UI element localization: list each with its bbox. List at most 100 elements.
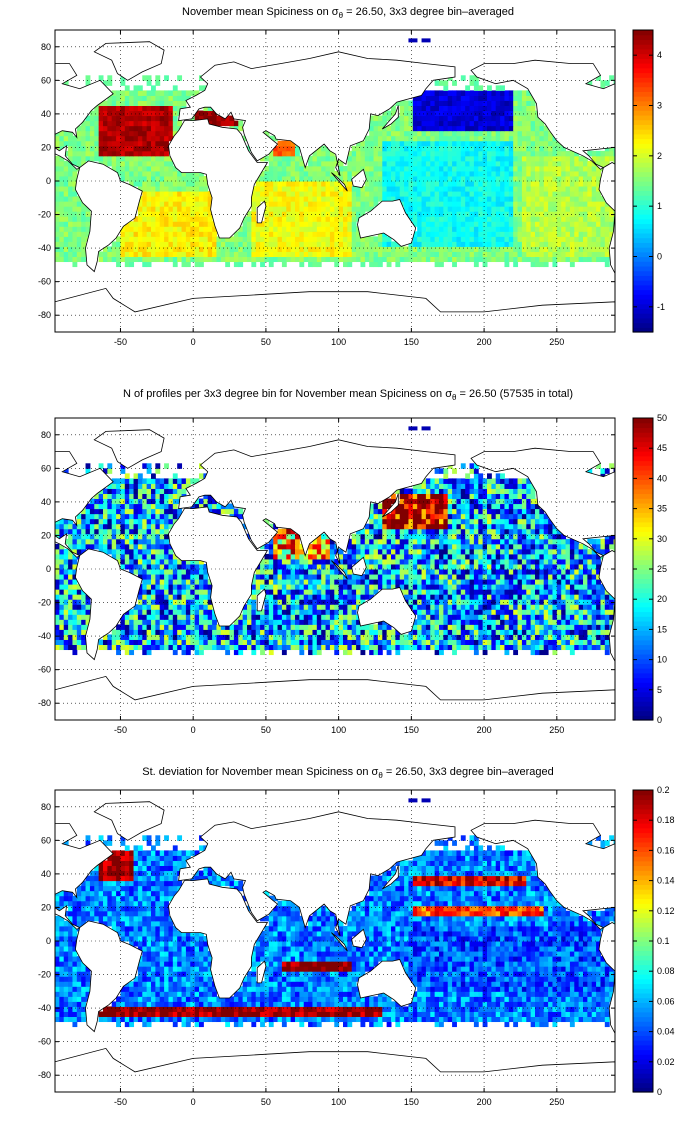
- heatmap-cell: [81, 251, 87, 257]
- heatmap-cell: [334, 216, 340, 222]
- heatmap-cell: [194, 231, 200, 237]
- heatmap-cell: [578, 639, 584, 645]
- heatmap-cell: [177, 589, 183, 595]
- heatmap-cell: [334, 604, 340, 610]
- heatmap-cell: [194, 216, 200, 222]
- heatmap-cell: [199, 170, 204, 177]
- heatmap-cell: [583, 594, 588, 600]
- heatmap-cell: [521, 634, 527, 640]
- heatmap-cell: [268, 619, 274, 625]
- heatmap-cell: [120, 170, 126, 177]
- coastline: [55, 287, 615, 332]
- heatmap-cell: [133, 614, 139, 620]
- heatmap-cell: [417, 150, 423, 157]
- heatmap-cell: [81, 226, 87, 232]
- heatmap-cell: [360, 186, 366, 192]
- heatmap-cell: [377, 236, 383, 242]
- heatmap-cell: [264, 629, 270, 635]
- heatmap-cell: [107, 125, 113, 132]
- heatmap-cell: [391, 105, 396, 112]
- heatmap-cell: [473, 256, 479, 263]
- heatmap-cell: [425, 634, 431, 640]
- heatmap-cell: [500, 634, 505, 640]
- heatmap-cell: [399, 634, 405, 640]
- heatmap-cell: [430, 105, 436, 112]
- heatmap-cell: [596, 170, 601, 177]
- heatmap-cell: [526, 216, 532, 222]
- heatmap-cell: [356, 196, 361, 202]
- heatmap-cell: [321, 644, 327, 651]
- heatmap-cell: [295, 246, 300, 252]
- heatmap-cell: [596, 186, 601, 192]
- heatmap-cell: [247, 604, 252, 610]
- heatmap-cell: [277, 170, 283, 177]
- heatmap-cell: [159, 241, 165, 247]
- heatmap-cell: [578, 155, 584, 162]
- heatmap-cell: [168, 165, 174, 172]
- heatmap-cell: [469, 614, 475, 620]
- heatmap-cell: [89, 145, 95, 152]
- heatmap-cell: [155, 75, 161, 81]
- heatmap-cell: [216, 624, 222, 630]
- heatmap-cell: [543, 130, 549, 137]
- heatmap-cell: [360, 246, 366, 252]
- heatmap-cell: [299, 584, 305, 590]
- heatmap-cell: [604, 155, 610, 162]
- heatmap-cell: [404, 150, 409, 157]
- heatmap-cell: [260, 609, 265, 615]
- heatmap-cell: [552, 186, 558, 192]
- heatmap-cell: [120, 90, 126, 96]
- heatmap-cell: [72, 226, 78, 232]
- heatmap-cell: [338, 191, 344, 197]
- heatmap-cell: [439, 619, 444, 625]
- heatmap-cell: [487, 236, 492, 242]
- heatmap-cell: [535, 160, 540, 167]
- heatmap-cell: [329, 251, 335, 257]
- heatmap-cell: [452, 95, 457, 101]
- heatmap-cell: [517, 251, 523, 257]
- heatmap-cell: [146, 155, 152, 162]
- heatmap-cell: [543, 599, 549, 605]
- heatmap-cell: [94, 135, 100, 142]
- heatmap-cell: [482, 165, 488, 172]
- heatmap-cell: [548, 191, 553, 197]
- heatmap-cell: [504, 100, 510, 106]
- heatmap-cell: [360, 140, 366, 147]
- heatmap-cell: [124, 241, 130, 247]
- heatmap-cell: [552, 574, 558, 580]
- heatmap-cell: [242, 246, 248, 252]
- heatmap-cell: [386, 165, 392, 172]
- heatmap-cell: [469, 95, 475, 101]
- heatmap-cell: [268, 196, 274, 202]
- heatmap-cell: [133, 241, 139, 247]
- heatmap-cell: [321, 155, 327, 162]
- heatmap-cell: [408, 599, 414, 605]
- heatmap-cell: [185, 261, 191, 268]
- heatmap-cell: [181, 100, 187, 106]
- heatmap-cell: [539, 599, 545, 605]
- heatmap-cell: [569, 160, 575, 167]
- heatmap-cell: [456, 186, 462, 192]
- heatmap-cell: [303, 644, 309, 651]
- heatmap-cell: [439, 644, 444, 651]
- heatmap-cell: [334, 634, 340, 640]
- heatmap-cell: [404, 574, 409, 580]
- heatmap-cell: [55, 196, 60, 202]
- heatmap-cell: [260, 639, 265, 645]
- heatmap-cell: [587, 231, 593, 237]
- heatmap-cell: [190, 604, 196, 610]
- heatmap-cell: [203, 206, 209, 212]
- heatmap-cell: [473, 75, 479, 81]
- heatmap-cell: [504, 594, 510, 600]
- heatmap-cell: [456, 574, 462, 580]
- heatmap-cell: [561, 624, 567, 630]
- heatmap-cell: [172, 256, 178, 263]
- heatmap-cell: [120, 115, 126, 122]
- heatmap-cell: [373, 201, 379, 207]
- heatmap-cell: [482, 130, 488, 137]
- heatmap-cell: [530, 221, 536, 227]
- heatmap-cell: [508, 251, 514, 257]
- heatmap-cell: [334, 211, 340, 217]
- heatmap-cell: [500, 584, 505, 590]
- heatmap-cell: [373, 115, 379, 122]
